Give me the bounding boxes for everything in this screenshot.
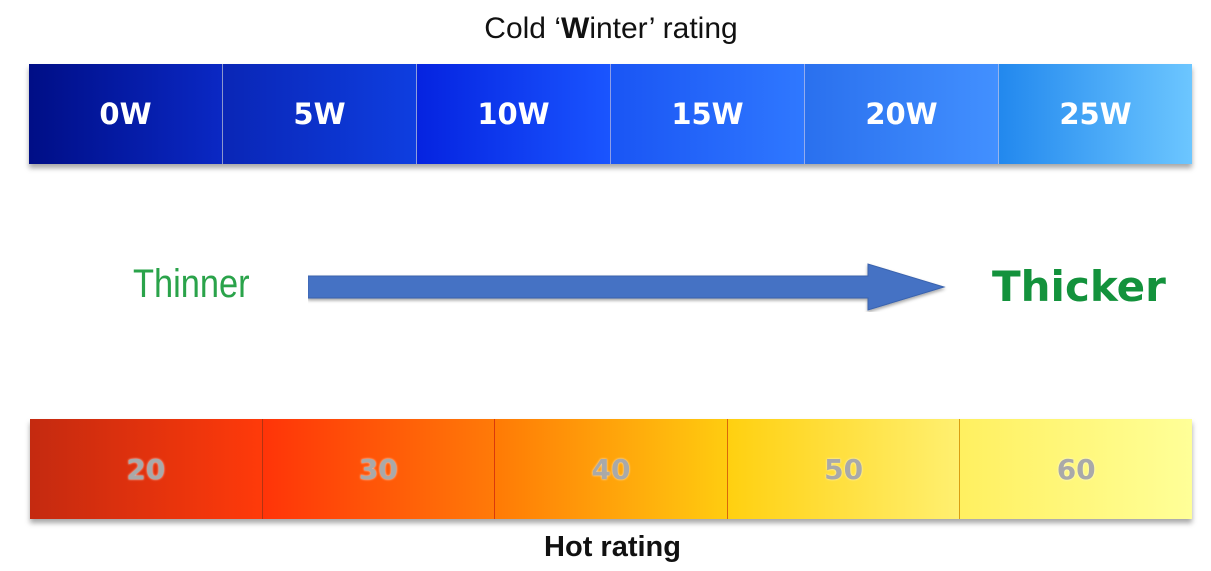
- winter-rating-cell: 10W: [417, 64, 611, 164]
- winter-rating-cell: 15W: [611, 64, 805, 164]
- title-text-end: inter’ rating: [589, 12, 738, 45]
- thicker-label: Thicker: [992, 262, 1166, 311]
- hot-rating-bar: 20 30 40 50 60: [30, 419, 1192, 519]
- title-text-start: Cold ‘: [484, 12, 561, 45]
- winter-rating-cell: 20W: [805, 64, 999, 164]
- hot-rating-title: Hot rating: [544, 531, 681, 563]
- right-arrow-icon: [308, 263, 946, 311]
- hot-rating-cell: 40: [495, 419, 728, 519]
- winter-rating-cell: 25W: [999, 64, 1192, 164]
- winter-rating-bar: 0W 5W 10W 15W 20W 25W: [29, 64, 1192, 164]
- title-text-bold-w: W: [560, 12, 590, 45]
- hot-rating-cell: 60: [960, 419, 1192, 519]
- thinner-label: Thinner: [133, 262, 250, 306]
- winter-rating-cell: 5W: [223, 64, 417, 164]
- hot-rating-cell: 30: [262, 419, 496, 519]
- cold-winter-rating-title: Cold ‘Winter’ rating: [0, 12, 1211, 46]
- hot-rating-cell: 50: [727, 419, 961, 519]
- hot-rating-cell: 20: [30, 419, 263, 519]
- winter-rating-cell: 0W: [29, 64, 223, 164]
- arrow-shape: [308, 263, 946, 311]
